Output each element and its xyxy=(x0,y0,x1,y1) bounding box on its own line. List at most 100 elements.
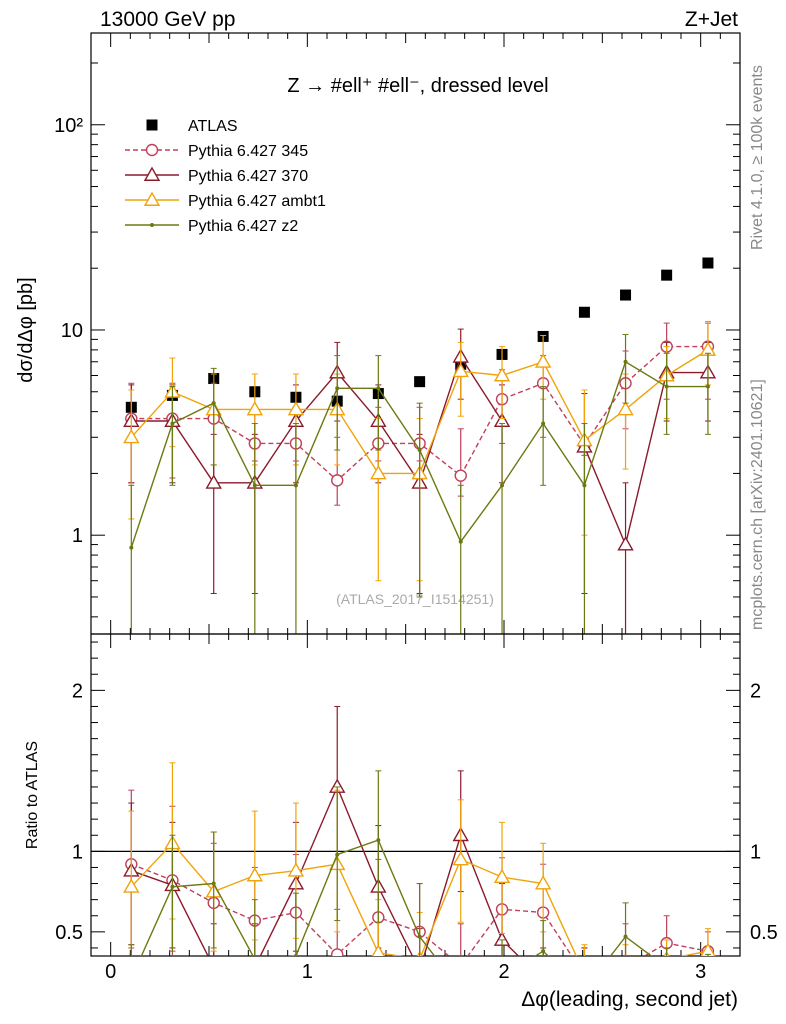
legend-marker xyxy=(143,191,161,206)
series-marker xyxy=(623,934,628,939)
series-marker xyxy=(170,884,175,889)
ratio-series-group xyxy=(123,705,716,985)
series-marker xyxy=(452,362,469,378)
series-marker xyxy=(129,545,134,550)
legend-label: Pythia 6.427 z2 xyxy=(188,218,298,235)
x-tick-label: 3 xyxy=(695,961,706,983)
series-marker xyxy=(660,973,674,985)
series-marker xyxy=(452,850,469,866)
main-panel: 1 10 10² dσ/dΔφ [pb] Z → #ell⁺ #ell⁻, dres… xyxy=(15,32,741,635)
series-marker xyxy=(579,970,590,981)
x-tick-label: 0 xyxy=(105,961,116,983)
series-marker xyxy=(454,469,467,482)
main-title: Z → #ell⁺ #ell⁻, dressed level xyxy=(287,75,548,97)
series-marker xyxy=(455,960,466,971)
series-line xyxy=(131,355,708,547)
process-label: Z+Jet xyxy=(685,8,738,31)
series-marker xyxy=(123,878,140,893)
legend-entry-pythia-6-427-ambt1: Pythia 6.427 ambt1 xyxy=(125,191,326,210)
series-marker xyxy=(534,353,552,368)
ratio-y-axis-label: Ratio to ATLAS xyxy=(24,741,41,849)
series-marker xyxy=(617,401,634,416)
ratio-y-ticks: 0.5 0.5 1 1 2 2 xyxy=(55,641,778,949)
series-marker xyxy=(577,967,591,979)
legend-label: Pythia 6.427 345 xyxy=(188,143,308,160)
legend-marker xyxy=(145,143,159,157)
series-marker xyxy=(536,973,550,985)
ratio-frame xyxy=(90,633,741,957)
series-marker xyxy=(253,957,257,961)
legend-entry-pythia-6-427-345: Pythia 6.427 345 xyxy=(125,143,308,160)
series-marker xyxy=(123,428,140,444)
series-marker xyxy=(170,421,175,426)
series-marker xyxy=(541,421,546,426)
series-marker xyxy=(417,934,422,939)
series-marker xyxy=(705,384,710,389)
series-marker xyxy=(582,483,587,488)
series-marker xyxy=(293,954,298,956)
ratio-y-tick-label-right: 1 xyxy=(750,841,761,863)
legend-label: Pythia 6.427 ambt1 xyxy=(188,193,326,210)
series-marker xyxy=(458,539,463,544)
legend: ATLAS Pythia 6.427 345 Pythia 6.427 370 Pyt… xyxy=(125,118,326,235)
ratio-y-tick-label-right: 2 xyxy=(750,680,761,702)
series-marker xyxy=(331,474,344,487)
series-marker xyxy=(205,474,222,489)
series-marker xyxy=(620,962,631,973)
x-tick-label: 1 xyxy=(302,961,313,983)
data-point xyxy=(578,306,590,318)
series-marker xyxy=(246,401,264,416)
main-series-group xyxy=(123,257,717,634)
series-marker xyxy=(376,838,381,843)
series-pythia-6-427-370 xyxy=(123,705,711,985)
series-marker xyxy=(335,852,340,857)
series-marker xyxy=(623,359,628,364)
series-marker xyxy=(248,960,262,972)
series-marker xyxy=(706,970,710,974)
legend-label: ATLAS xyxy=(188,118,238,135)
legend-marker xyxy=(150,223,154,227)
series-marker xyxy=(211,401,216,406)
ratio-x-ticks: 0 1 2 3 xyxy=(105,33,741,983)
series-marker xyxy=(371,944,385,956)
legend-marker xyxy=(143,166,161,181)
series-marker xyxy=(534,875,552,890)
series-marker xyxy=(211,881,216,886)
legend-marker xyxy=(146,119,158,131)
series-marker xyxy=(619,960,633,972)
main-y-tick-label: 10 xyxy=(61,320,83,342)
series-marker xyxy=(700,942,716,956)
rivet-label: Rivet 4.1.0, ≥ 100k events xyxy=(749,65,766,250)
series-pythia-6-427-ambt1 xyxy=(123,762,716,979)
legend-label: Pythia 6.427 370 xyxy=(188,168,308,185)
series-marker xyxy=(413,963,427,975)
main-y-tick-label: 10² xyxy=(54,115,83,137)
main-y-tick-label: 1 xyxy=(72,525,83,547)
analysis-watermark: (ATLAS_2017_I1514251) xyxy=(336,591,494,607)
series-marker xyxy=(617,536,634,551)
series-marker xyxy=(335,386,340,391)
series-marker xyxy=(577,973,591,985)
legend-entry-atlas: ATLAS xyxy=(146,118,238,135)
series-marker xyxy=(287,862,305,877)
site-label: mcplots.cern.ch [arXiv:2401.10621] xyxy=(749,379,766,630)
data-point xyxy=(702,257,714,269)
series-marker xyxy=(541,949,546,954)
series-line xyxy=(130,842,709,956)
series-marker xyxy=(252,483,257,488)
series-marker xyxy=(665,965,669,969)
data-point xyxy=(661,269,673,281)
series-marker xyxy=(664,384,669,389)
main-y-ticks: 1 10 10² xyxy=(54,62,740,618)
ratio-y-tick-label-left: 0.5 xyxy=(55,922,83,944)
data-point xyxy=(620,289,632,301)
series-marker xyxy=(500,483,505,488)
x-tick-label: 2 xyxy=(498,961,509,983)
series-marker xyxy=(493,868,511,884)
data-point xyxy=(414,376,426,388)
series-pythia-6-427-z2 xyxy=(128,770,711,974)
series-marker xyxy=(370,465,387,480)
series-marker xyxy=(246,867,264,882)
main-y-axis-label: dσ/dΔφ [pb] xyxy=(15,277,37,382)
